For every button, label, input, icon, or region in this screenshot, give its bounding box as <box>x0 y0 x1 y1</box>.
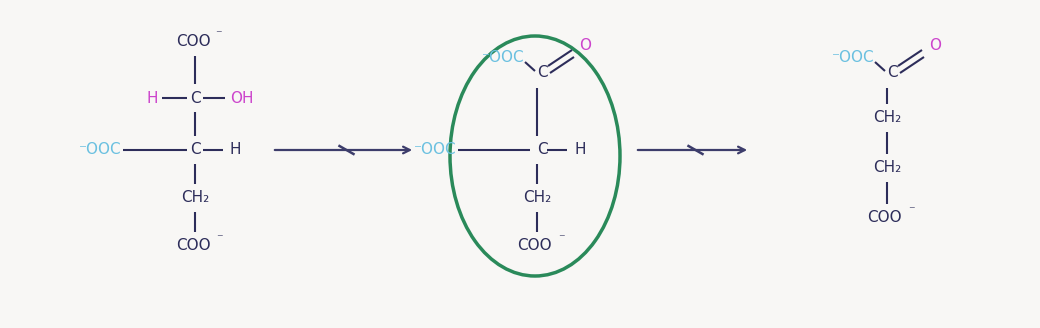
Text: ⁻: ⁻ <box>557 233 565 245</box>
Text: CH₂: CH₂ <box>523 191 551 206</box>
Text: CH₂: CH₂ <box>181 191 209 206</box>
Text: COO: COO <box>176 34 210 50</box>
Text: ⁻: ⁻ <box>214 29 222 42</box>
Text: CH₂: CH₂ <box>873 160 901 175</box>
Text: COO: COO <box>176 238 210 254</box>
Text: ⁻: ⁻ <box>908 204 914 217</box>
Text: ⁻OOC: ⁻OOC <box>414 142 457 157</box>
Text: COO: COO <box>866 211 902 226</box>
Text: H: H <box>229 142 240 157</box>
Text: C: C <box>189 91 201 106</box>
Text: COO: COO <box>517 238 551 254</box>
Text: H: H <box>147 91 158 106</box>
Text: ⁻: ⁻ <box>215 233 223 245</box>
Text: C: C <box>887 66 898 80</box>
Text: ⁻OOC: ⁻OOC <box>832 51 875 66</box>
Text: O: O <box>579 38 591 53</box>
Text: ⁻OOC: ⁻OOC <box>483 51 525 66</box>
Text: ⁻OOC: ⁻OOC <box>79 142 122 157</box>
Text: C: C <box>189 142 201 157</box>
Text: CH₂: CH₂ <box>873 111 901 126</box>
Text: H: H <box>574 142 586 157</box>
Text: C: C <box>537 66 548 80</box>
Text: O: O <box>929 38 941 53</box>
Text: C: C <box>537 142 548 157</box>
Text: OH: OH <box>230 91 254 106</box>
